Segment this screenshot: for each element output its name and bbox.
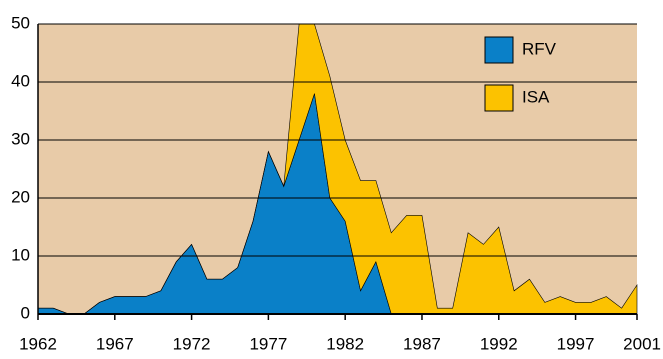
y-tick-label: 10 [11,245,30,264]
x-tick-label: 1967 [96,334,134,353]
y-tick-label: 0 [21,303,30,322]
x-tick-label: 2001 [623,334,661,353]
x-tick-label: 1977 [249,334,287,353]
x-tick-label: 1962 [19,334,57,353]
x-tick-label: 1982 [326,334,364,353]
x-tick-label: 1987 [403,334,441,353]
y-tick-label: 20 [11,187,30,206]
area [38,23,638,315]
legend-label: RFV [522,39,557,58]
x-tick-label: 1972 [173,334,211,353]
legend-swatch [484,36,514,64]
legend-swatch [484,84,514,112]
y-tick-label: 40 [11,71,30,90]
legend: RFV ISA [484,36,557,112]
x-tick-label: 1997 [557,334,595,353]
y-tick-label: 50 [11,13,30,32]
x-tick-label: 1992 [480,334,518,353]
legend-label: ISA [522,87,550,106]
y-tick-label: 30 [11,129,30,148]
